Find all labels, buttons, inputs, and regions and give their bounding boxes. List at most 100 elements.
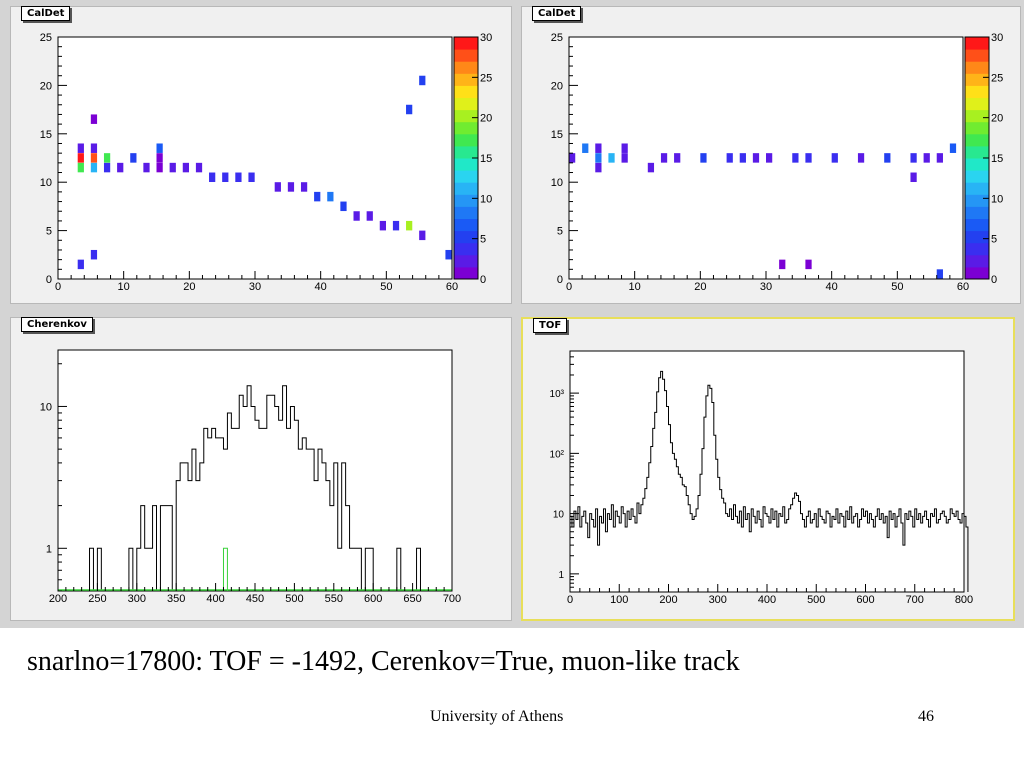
- x-tick-label: 60: [957, 281, 969, 293]
- heatmap-cell: [595, 143, 602, 153]
- heatmap-cell: [406, 220, 413, 231]
- colorbar-segment: [965, 266, 989, 280]
- heatmap-cell: [77, 153, 84, 163]
- colorbar-segment: [454, 218, 478, 232]
- colorbar-segment: [454, 242, 478, 256]
- heatmap-cell: [419, 75, 426, 86]
- x-tick-label: 200: [659, 594, 677, 606]
- heatmap-cell: [608, 153, 615, 163]
- x-tick-label: 40: [315, 281, 327, 293]
- z-tick-label: 20: [991, 113, 1003, 125]
- histogram-series-0: [85, 385, 437, 592]
- heatmap-cell: [910, 153, 917, 163]
- x-tick-label: 250: [88, 593, 106, 605]
- footer-institution: University of Athens: [430, 708, 564, 725]
- heatmap-cell: [90, 143, 98, 153]
- heatmap-cell: [169, 162, 176, 173]
- y-tick-label: 5: [46, 226, 52, 238]
- y-tick-label: 10: [40, 177, 52, 189]
- colorbar-segment: [965, 206, 989, 219]
- colorbar-segment: [965, 73, 989, 86]
- pad-caldet-left[interactable]: 0 10 20 30 40 50 60 0 5 10 15 20 25 0 5 10 15 20 25 30 CalD…: [10, 6, 512, 304]
- chart-cherenkov: 200 250 300 350 400 450 500 550 600 650 700 1 10: [40, 349, 461, 605]
- colorbar-segment: [965, 37, 989, 50]
- colorbar-segment: [965, 85, 989, 98]
- colorbar-segment: [454, 49, 478, 62]
- colorbar-segment: [454, 121, 478, 135]
- y-tick-label: 10: [40, 401, 52, 413]
- colorbar-segment: [454, 158, 478, 171]
- pad-caldet-right[interactable]: 0 10 20 30 40 50 60 0 5 10 15 20 25 0 5 10 15 20 25 30 CalD…: [521, 6, 1021, 304]
- z-tick-label: 0: [991, 274, 997, 286]
- x-tick-label: 300: [128, 593, 146, 605]
- heatmap-cell: [235, 172, 242, 183]
- x-tick-label: 40: [826, 281, 838, 293]
- histogram-series-0: [569, 370, 969, 592]
- heatmap-cell: [90, 114, 98, 124]
- plot-area: [570, 351, 964, 592]
- pad-cherenkov[interactable]: 200 250 300 350 400 450 500 550 600 650 700 1 10 Che…: [10, 317, 512, 621]
- y-tick-label: 1: [46, 543, 52, 555]
- heatmap-cell: [949, 143, 957, 153]
- colorbar-segment: [454, 230, 478, 244]
- heatmap-cell: [779, 259, 786, 270]
- colorbar-segment: [965, 49, 989, 62]
- colorbar-segment: [965, 170, 989, 183]
- x-tick-label: 0: [55, 281, 61, 293]
- root-canvas: 0 10 20 30 40 50 60 0 5 10 15 20 25 0 5 10 15 20 25 30 CalD…: [0, 0, 1024, 628]
- heatmap-cell: [569, 153, 576, 163]
- z-tick-label: 5: [991, 234, 997, 246]
- colorbar-segment: [454, 145, 478, 159]
- footer-page-number: 46: [918, 708, 934, 725]
- colorbar-segment: [454, 206, 478, 219]
- heatmap-cell: [700, 153, 707, 163]
- y-tick-label: 10: [553, 510, 565, 521]
- colorbar-segment: [454, 109, 478, 123]
- colorbar-segment: [454, 133, 478, 147]
- z-tick-label: 30: [480, 32, 492, 44]
- y-tick-label: 5: [557, 226, 563, 238]
- heatmap-cell: [209, 172, 216, 183]
- heatmap-cell: [621, 153, 628, 163]
- heatmap-cell: [248, 172, 255, 183]
- x-tick-label: 300: [709, 594, 727, 606]
- slide-caption: snarlno=17800: TOF = -1492, Cerenkov=Tru…: [27, 646, 740, 677]
- z-tick-label: 25: [991, 72, 1003, 84]
- y-tick-label: 20: [40, 80, 52, 92]
- heatmap-cell: [77, 162, 84, 173]
- heatmap-cell: [103, 162, 111, 173]
- x-tick-label: 0: [567, 594, 573, 606]
- y-tick-label: 25: [551, 32, 563, 44]
- z-tick-label: 20: [480, 113, 492, 125]
- x-tick-label: 10: [629, 281, 641, 293]
- colorbar-segment: [965, 145, 989, 159]
- y-tick-label: 0: [46, 274, 52, 286]
- x-tick-label: 200: [49, 593, 67, 605]
- heatmap-cell: [143, 162, 150, 173]
- heatmap-cell: [752, 153, 760, 163]
- heatmap-cell: [445, 249, 452, 260]
- colorbar-segment: [965, 254, 989, 268]
- heatmap-cell: [327, 191, 334, 202]
- y-tick-label: 15: [551, 129, 563, 141]
- pad-tof[interactable]: 0 100 200 300 400 500 600 700 800 1 10 10² 10³ TOF: [521, 317, 1015, 621]
- x-tick-label: 600: [364, 593, 382, 605]
- y-tick-label: 25: [40, 32, 52, 44]
- x-tick-label: 700: [906, 594, 924, 606]
- heatmap-cell: [392, 220, 400, 231]
- x-tick-label: 800: [955, 594, 973, 606]
- heatmap-cell: [923, 153, 930, 163]
- x-tick-label: 100: [610, 594, 628, 606]
- colorbar-segment: [965, 158, 989, 171]
- pad-title: CalDet: [532, 6, 582, 21]
- heatmap-cell: [366, 211, 373, 221]
- heatmap-cell: [90, 153, 98, 163]
- x-tick-label: 600: [856, 594, 874, 606]
- z-tick-label: 0: [480, 274, 486, 286]
- heatmap-cell: [831, 153, 838, 163]
- heatmap-cell: [595, 162, 602, 173]
- heatmap-cell: [884, 153, 891, 163]
- z-tick-label: 15: [480, 153, 492, 165]
- colorbar-segment: [965, 230, 989, 244]
- heatmap-cell: [340, 201, 347, 212]
